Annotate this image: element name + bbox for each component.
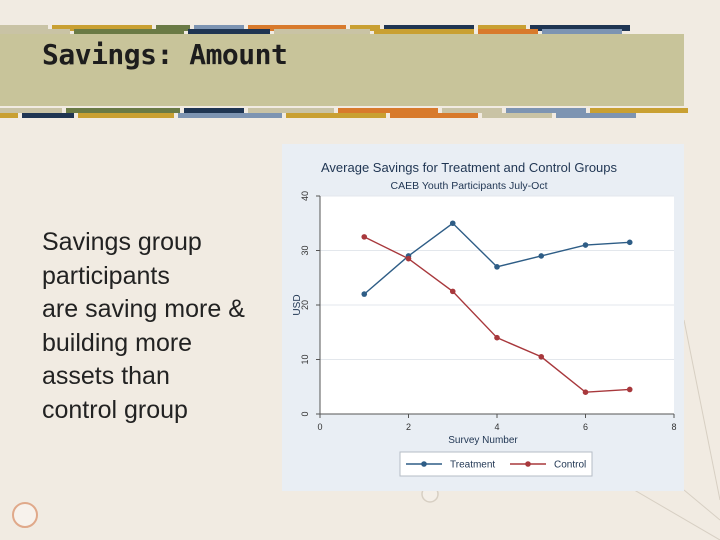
data-point-treatment [494, 264, 500, 270]
legend-label: Treatment [450, 460, 495, 471]
data-point-treatment [582, 242, 589, 248]
legend-swatch-marker [525, 461, 531, 467]
body-line: assets than [42, 362, 170, 390]
x-tick-label: 4 [494, 422, 499, 432]
slide-body: Savings group participants are saving mo… [42, 226, 282, 427]
corner-circle-ornament [12, 502, 38, 528]
y-tick-label: 40 [300, 191, 310, 201]
chart-title: Average Savings for Treatment and Contro… [321, 160, 618, 175]
legend-swatch-marker [421, 461, 427, 467]
x-tick-label: 6 [583, 422, 588, 432]
body-line: building more [42, 328, 193, 357]
data-point-treatment [538, 253, 545, 259]
top-stripe-lower [0, 29, 720, 34]
body-line: are saving more & [42, 295, 245, 323]
slide-title: Savings: Amount [42, 38, 288, 71]
y-tick-label: 10 [300, 354, 310, 364]
mid-stripe-lower [0, 113, 720, 118]
x-tick-label: 0 [317, 422, 322, 432]
y-tick-label: 30 [300, 245, 310, 255]
data-point-control [361, 234, 368, 240]
top-stripe-upper [0, 25, 720, 31]
y-axis-label: USD [292, 294, 303, 315]
y-tick-label: 20 [300, 300, 310, 310]
savings-line-chart: Average Savings for Treatment and Contro… [292, 160, 677, 477]
title-band [0, 34, 684, 106]
data-point-control [538, 353, 545, 360]
x-tick-label: 2 [406, 422, 411, 432]
body-line: Savings group [42, 228, 202, 256]
data-point-control [626, 386, 633, 393]
chart-subtitle: CAEB Youth Participants July-Oct [391, 180, 548, 192]
legend-label: Control [554, 460, 586, 471]
data-point-treatment [626, 239, 633, 246]
data-point-control [449, 288, 456, 295]
y-tick-label: 0 [300, 411, 310, 416]
body-line: participants [42, 261, 170, 290]
data-point-control [494, 334, 500, 341]
mid-stripe-upper [0, 108, 720, 113]
data-point-control [405, 255, 412, 262]
chart-panel: Average Savings for Treatment and Contro… [282, 144, 684, 491]
body-line: control group [42, 395, 188, 424]
x-tick-label: 8 [671, 422, 676, 432]
data-point-treatment [361, 291, 368, 297]
data-point-treatment [449, 220, 456, 227]
x-axis-label: Survey Number [448, 435, 518, 446]
data-point-control [582, 389, 589, 395]
